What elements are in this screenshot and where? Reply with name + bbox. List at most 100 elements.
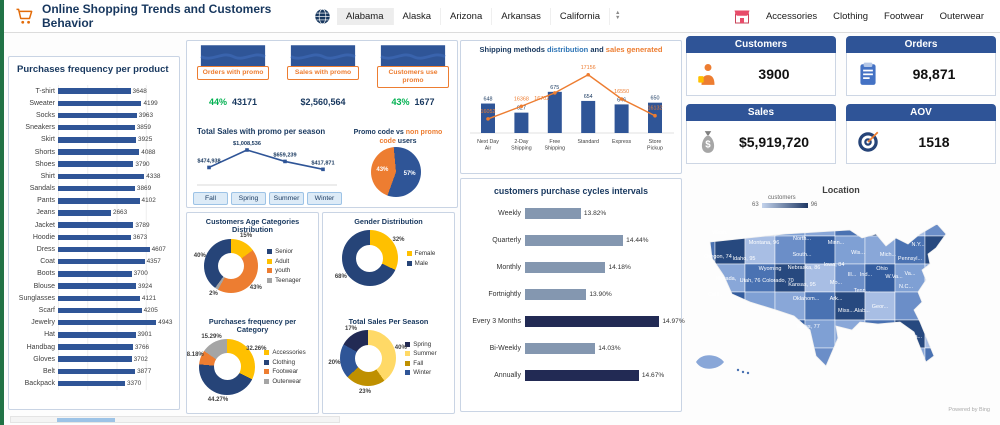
season-sales-chart: Total Sales Per Season 17% 40% 23% 20% Sprin… <box>323 313 454 413</box>
product-label: Sandals <box>29 185 55 193</box>
product-bar-row: Shorts 4088 <box>11 145 175 159</box>
product-label: Sweater <box>29 99 55 107</box>
gender-chart-title: Gender Distribution <box>354 217 423 226</box>
map-states <box>710 224 946 366</box>
scrollbar-thumb[interactable] <box>57 417 115 422</box>
svg-text:17156: 17156 <box>581 65 596 71</box>
category-item-outerwear[interactable]: Outerwear <box>939 10 984 22</box>
state-item-alaska[interactable]: Alaska <box>394 7 442 25</box>
shipping-x-labels: Next Day Air 2-Day Shipping Free Shipping Stan… <box>477 139 663 152</box>
slicer-scroll-icon[interactable]: ▲ ▼ <box>614 10 621 21</box>
promo-pie-chart: 43% 57% <box>371 147 421 197</box>
svg-text:Nebraska, 86: Nebraska, 86 <box>788 265 821 271</box>
svg-text:Va...: Va... <box>905 271 916 277</box>
product-label: Hoodie <box>32 233 55 241</box>
product-bar-track: 3673 <box>58 231 175 244</box>
product-bar <box>58 161 134 167</box>
chart-legend: Senior Adult youth Teenager <box>267 248 301 284</box>
kpi-title: Orders <box>846 36 996 53</box>
kpi-grid: Customers 3900 Orders 98,871 Sales $ $5,919,72… <box>686 36 998 164</box>
kpi-body: 98,871 <box>846 53 996 96</box>
shop-icon <box>732 6 752 26</box>
state-item-arizona[interactable]: Arizona <box>441 7 493 25</box>
state-item-alabama[interactable]: Alabama <box>337 7 394 25</box>
product-bar <box>58 173 145 180</box>
legend-swatch <box>267 258 273 264</box>
product-bar-row: Socks 3963 <box>11 109 175 122</box>
state-item-arkansas[interactable]: Arkansas <box>492 7 551 25</box>
legend-swatch <box>264 359 270 365</box>
season-button-summer[interactable]: Summer <box>269 192 304 205</box>
product-bar-row: Pants 4102 <box>11 194 175 207</box>
svg-text:W.Va...: W.Va... <box>885 274 903 280</box>
svg-text:Miss...: Miss... <box>838 308 854 314</box>
chart-legend: Accessories Clothing Footwear Outerwear <box>264 349 306 385</box>
svg-text:$1,008,536: $1,008,536 <box>233 141 261 147</box>
season-button-fall[interactable]: Fall <box>193 192 228 205</box>
category-item-accessories[interactable]: Accessories <box>765 10 818 22</box>
promo-stats: $2,560,564 <box>285 97 361 107</box>
slice-label: 40% <box>394 344 407 351</box>
product-bar-track: 3648 <box>58 85 175 98</box>
product-value: 4121 <box>141 294 157 302</box>
svg-text:Wis...: Wis... <box>851 250 865 256</box>
slice-label: 2% <box>209 290 218 297</box>
category-item-clothing[interactable]: Clothing <box>833 10 869 22</box>
cycle-bar-row: Every 3 Months 14.97% <box>461 308 685 335</box>
svg-text:Wash.: Wash. <box>712 230 728 236</box>
kpi-card-customers: Customers 3900 <box>686 36 836 96</box>
slice-label: 20% <box>328 359 341 366</box>
promo-label-box: Orders with promo <box>197 66 269 81</box>
map-legend: customers 63 96 <box>752 195 817 208</box>
svg-text:Ill...: Ill... <box>848 272 857 278</box>
product-bar-row: Jacket 3789 <box>11 219 175 232</box>
category-item-footwear[interactable]: Footwear <box>884 10 924 22</box>
season-button-winter[interactable]: Winter <box>307 192 342 205</box>
legend-item: Outerwear <box>264 378 305 385</box>
svg-text:N.Y...: N.Y... <box>911 242 925 248</box>
cycle-label: Weekly <box>498 210 521 217</box>
promo-banner: Sales with promo $2,560,564 <box>285 45 361 119</box>
category_frequency-donut: 32.26% 44.27% 8.18% 15.29% <box>187 334 267 403</box>
product-bar-row: Scarf 4205 <box>11 304 175 317</box>
pie-title-part-3: users <box>395 137 417 145</box>
gender_distribution-donut: 32% 68% <box>335 230 405 287</box>
ship-title-part-3: and <box>588 45 606 54</box>
ship-title-part-4: sales generated <box>605 45 663 54</box>
product-bar <box>58 100 142 107</box>
slice-label: 57% <box>403 170 416 177</box>
product-bar-row: T-shirt 3648 <box>11 85 175 98</box>
donut-hole <box>218 252 245 279</box>
svg-text:North...: North... <box>793 236 812 242</box>
product-label: Shoes <box>35 160 55 168</box>
hawaii-dot <box>736 368 740 372</box>
product-value: 4199 <box>143 99 158 107</box>
product-bar-track: 4088 <box>58 145 175 159</box>
legend-swatch <box>406 251 412 257</box>
legend-item: Fall <box>405 360 436 367</box>
slice-label: 32.26% <box>246 345 267 352</box>
cycle-bar-row: Monthly 14.18% <box>461 254 681 281</box>
product-bar <box>58 356 132 362</box>
state-item-california[interactable]: California <box>551 7 610 25</box>
product-bar <box>58 307 142 314</box>
horizontal-scrollbar[interactable] <box>10 416 340 423</box>
map-legend-gradient <box>761 202 808 208</box>
legend-swatch <box>264 369 270 375</box>
svg-text:654: 654 <box>584 94 593 100</box>
moneybag-icon: $ <box>695 129 721 155</box>
product-bar-row: Jewelry 4943 <box>11 316 175 329</box>
cycle-bar-track: 14.67% <box>525 370 675 381</box>
season-button-spring[interactable]: Spring <box>231 192 266 205</box>
slice-label: 43% <box>249 284 262 291</box>
cycle-bar-row: Quarterly 14.44% <box>461 227 681 254</box>
product-label: Belt <box>42 367 55 375</box>
cycle-bar-track: 13.82% <box>525 208 675 219</box>
product-label: Sneakers <box>25 124 55 132</box>
product-bar <box>58 88 131 94</box>
slice-label: 8.18% <box>186 351 204 358</box>
product-bar <box>58 332 136 338</box>
promo_users-donut: 43% 57% <box>371 147 421 197</box>
cycle-value: 14.03% <box>598 345 621 352</box>
